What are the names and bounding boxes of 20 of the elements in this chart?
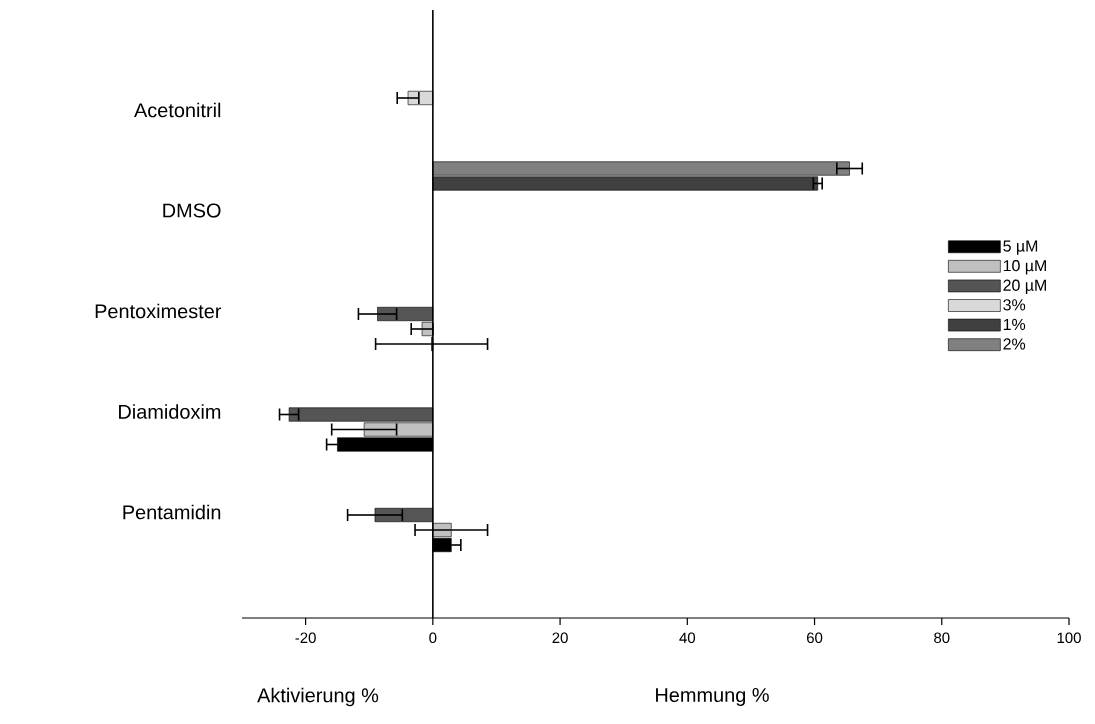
x-tick-label: 0 xyxy=(429,632,437,644)
text: Aktivierung % xyxy=(257,687,379,707)
y-tick-label: Diamidoxim xyxy=(119,404,221,419)
x-tick-label: 60 xyxy=(807,632,823,644)
x-tick-label: 100 xyxy=(1057,632,1081,644)
y-tick-label: DMSO xyxy=(163,203,221,218)
legend-label: 1% xyxy=(1003,318,1026,330)
legend-label: 5 µM xyxy=(1003,240,1038,255)
y-tick-label: Pentoximester xyxy=(95,303,222,319)
x-tick-label: 20 xyxy=(552,632,568,644)
legend-label: 20 µM xyxy=(1003,279,1046,295)
y-tick-label: Pentamidin xyxy=(123,504,221,520)
legend-label: 2% xyxy=(1003,338,1026,350)
x-tick-label: 80 xyxy=(934,632,950,644)
x-tick-label: 40 xyxy=(679,632,696,644)
y-tick-label: Acetonitril xyxy=(134,102,221,118)
legend-label: 10 µM xyxy=(1003,259,1046,275)
x-tick-label: -20 xyxy=(295,632,316,644)
text: Hemmung % xyxy=(656,688,769,706)
legend-label: 3% xyxy=(1003,299,1026,311)
